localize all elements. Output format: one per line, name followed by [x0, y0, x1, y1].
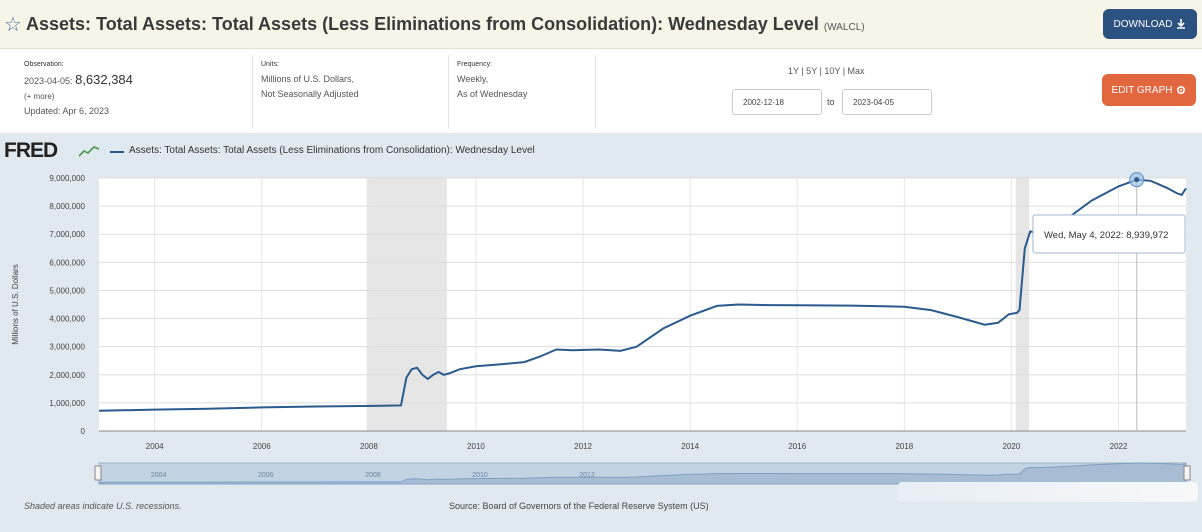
- download-button[interactable]: DOWNLOAD: [1103, 9, 1197, 39]
- x-tick-label: 2018: [895, 442, 913, 451]
- y-tick-label: 4,000,000: [49, 315, 85, 324]
- y-tick-label: 0: [81, 427, 86, 436]
- navigator-tick-label: 2006: [258, 472, 274, 479]
- y-tick-label: 2,000,000: [49, 371, 85, 380]
- more-link[interactable]: (+ more): [24, 92, 55, 101]
- favorite-star-icon[interactable]: ☆: [4, 14, 22, 36]
- navigator-tick-label: 2004: [151, 472, 167, 479]
- tooltip-text: Wed, May 4, 2022: 8,939,972: [1044, 230, 1168, 241]
- y-tick-label: 6,000,000: [49, 258, 85, 267]
- x-tick-label: 2006: [253, 442, 271, 451]
- y-axis-label: Millions of U.S. Dollars: [11, 264, 20, 344]
- observation-value: 8,632,384: [75, 72, 133, 87]
- source-note: Source: Board of Governors of the Federa…: [449, 501, 709, 511]
- download-icon: [1177, 19, 1186, 29]
- y-tick-label: 1,000,000: [49, 399, 85, 408]
- x-tick-label: 2012: [574, 442, 592, 451]
- series-code: (WALCL): [823, 22, 865, 33]
- navigator-tick-label: 2010: [472, 472, 488, 479]
- navigator-series: [98, 462, 1187, 485]
- y-tick-label: 3,000,000: [49, 343, 85, 352]
- gear-icon: [1177, 85, 1186, 95]
- legend-label: Assets: Total Assets: Total Assets (Less…: [129, 145, 535, 156]
- x-tick-label: 2010: [467, 442, 485, 451]
- legend-swatch: [110, 151, 124, 153]
- navigator-right-handle[interactable]: [1183, 465, 1191, 481]
- edit-graph-button[interactable]: EDIT GRAPH: [1102, 74, 1196, 106]
- plot-background: [99, 178, 1186, 431]
- navigator-tick-label: 2008: [365, 472, 381, 479]
- title-bar: ☆ Assets: Total Assets: Total Assets (Le…: [0, 0, 1202, 49]
- divider: [252, 55, 253, 129]
- y-tick-label: 7,000,000: [49, 230, 85, 239]
- tooltip-box: [1032, 214, 1186, 254]
- series-metadata: Observation: 2023-04-05: 8,632,384 (+ mo…: [0, 49, 1202, 133]
- hover-point: [1134, 177, 1140, 183]
- observation-block: Observation: 2023-04-05: 8,632,384 (+ mo…: [24, 57, 133, 119]
- x-tick-label: 2004: [146, 442, 164, 451]
- frequency-block: Frequency: Weekly, As of Wednesday: [457, 61, 528, 99]
- date-range-links[interactable]: 1Y | 5Y | 10Y | Max: [788, 66, 865, 76]
- updated-date: Updated: Apr 6, 2023: [24, 106, 110, 116]
- recession-shading: [366, 178, 448, 431]
- recession-shading: [1015, 178, 1030, 431]
- x-tick-label: 2020: [1003, 442, 1021, 451]
- units-block: Units: Millions of U.S. Dollars, Not Sea…: [261, 61, 359, 99]
- page-title: Assets: Total Assets: Total Assets (Less…: [26, 14, 865, 34]
- divider: [595, 55, 596, 129]
- y-tick-label: 5,000,000: [49, 286, 85, 295]
- navigator-tick-label: 2012: [579, 472, 595, 479]
- recession-note: Shaded areas indicate U.S. recessions.: [24, 501, 182, 511]
- fred-logo: FRED: [4, 139, 58, 162]
- x-tick-label: 2016: [788, 442, 806, 451]
- end-date-input[interactable]: 2023-04-05: [842, 89, 932, 115]
- x-tick-label: 2014: [681, 442, 699, 451]
- divider: [448, 55, 449, 129]
- x-tick-label: 2008: [360, 442, 378, 451]
- navigator-left-handle[interactable]: [94, 465, 102, 481]
- to-label: to: [827, 97, 835, 107]
- line-chart[interactable]: 0 1,000,000 2,000,000 3,000,000 4,000,000 5,0…: [0, 160, 1202, 500]
- start-date-input[interactable]: 2002-12-18: [732, 89, 822, 115]
- y-tick-label: 9,000,000: [49, 174, 85, 183]
- x-tick-label: 2022: [1110, 442, 1128, 451]
- fred-chart-icon: [78, 146, 100, 157]
- y-tick-label: 8,000,000: [49, 202, 85, 211]
- blurred-region: [898, 482, 1198, 502]
